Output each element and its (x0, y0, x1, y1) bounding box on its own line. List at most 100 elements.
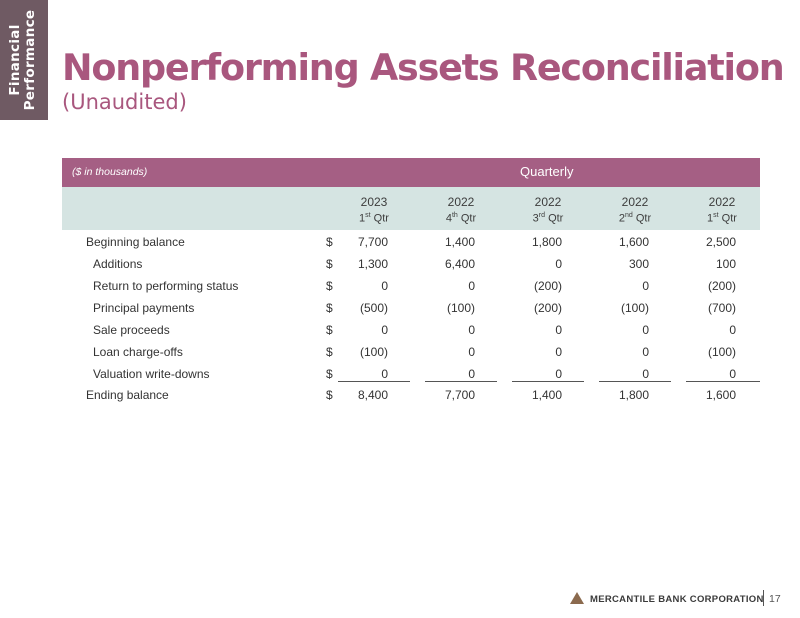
row-label: Ending balance (86, 388, 169, 402)
company-name: MERCANTILE BANK CORPORATION (590, 594, 764, 605)
table-cell: 0 (642, 323, 649, 337)
table-row-principal-payments: Principal payments $ (500) (100) (200) (… (0, 301, 800, 323)
table-cell: (100) (620, 301, 649, 315)
table-cell: 0 (381, 279, 388, 293)
dollar-sign: $ (326, 257, 333, 271)
table-cell: 1,400 (444, 235, 475, 249)
dollar-sign: $ (326, 235, 333, 249)
table-cell: 1,800 (618, 388, 649, 402)
quarter-suffix: Qtr (548, 212, 564, 225)
quarter-ordinal: rd (538, 212, 545, 219)
table-cell: 7,700 (444, 388, 475, 402)
table-cell: (200) (533, 301, 562, 315)
table-header-band: ($ in thousands) Quarterly (62, 158, 760, 187)
table-cell: 0 (642, 279, 649, 293)
table-cell: (100) (446, 301, 475, 315)
row-label: Principal payments (93, 301, 195, 315)
row-label: Beginning balance (86, 235, 185, 249)
column-header: 2022 4th Qtr (423, 195, 499, 226)
quarter-ordinal: nd (624, 212, 633, 219)
quarter-suffix: Qtr (721, 212, 737, 225)
subtotal-rule (599, 381, 671, 382)
table-row-ending-balance: Ending balance $ 8,400 7,700 1,400 1,800… (0, 388, 800, 410)
section-tab-line-2: Performance (22, 9, 38, 111)
quarter-number: 1 (359, 212, 366, 225)
subtotal-rule (512, 381, 584, 382)
section-tab: Financial Performance (0, 0, 48, 120)
table-cell: 0 (555, 367, 562, 381)
table-cell: 1,400 (531, 388, 562, 402)
row-label: Additions (93, 257, 143, 271)
footer-divider (763, 590, 764, 606)
table-cell: 1,600 (705, 388, 736, 402)
column-year: 2022 (534, 195, 562, 209)
table-cell: 0 (381, 367, 388, 381)
table-cell: 7,700 (357, 235, 388, 249)
table-cell: 1,300 (357, 257, 388, 271)
row-label: Return to performing status (93, 279, 239, 293)
row-label: Valuation write-downs (93, 367, 210, 381)
section-tab-label: Financial Performance (0, 0, 48, 120)
quarter-number: 2 (618, 212, 625, 225)
dollar-sign: $ (326, 301, 333, 315)
quarter-number: 1 (707, 212, 714, 225)
quarter-ordinal: th (451, 212, 458, 219)
column-header: 2022 3rd Qtr (510, 195, 586, 226)
column-quarter: 1st Qtr (684, 209, 760, 226)
table-cell: 0 (729, 367, 736, 381)
table-cell: 2,500 (705, 235, 736, 249)
quarter-number: 4 (445, 212, 452, 225)
dollar-sign: $ (326, 388, 333, 402)
row-label: Sale proceeds (93, 323, 170, 337)
page-title: Nonperforming Assets Reconciliation (62, 46, 785, 89)
table-row-sale-proceeds: Sale proceeds $ 0 0 0 0 0 (0, 323, 800, 345)
column-quarter: 4th Qtr (423, 209, 499, 226)
table-cell: (200) (533, 279, 562, 293)
table-row-return-to-performing: Return to performing status $ 0 0 (200) … (0, 279, 800, 301)
quarter-ordinal: st (365, 212, 371, 219)
column-quarter: 2nd Qtr (597, 209, 673, 226)
table-row-valuation-write-downs: Valuation write-downs $ 0 0 0 0 0 (0, 367, 800, 389)
table-cell: (700) (707, 301, 736, 315)
table-cell: 0 (729, 323, 736, 337)
row-label: Loan charge-offs (93, 345, 183, 359)
company-logo-icon (570, 592, 584, 604)
table-cell: (100) (359, 345, 388, 359)
table-cell: 0 (468, 367, 475, 381)
quarterly-label: Quarterly (520, 164, 574, 179)
page-subtitle: (Unaudited) (62, 90, 187, 114)
table-cell: 0 (555, 345, 562, 359)
table-cell: (500) (359, 301, 388, 315)
table-cell: 0 (642, 367, 649, 381)
quarter-suffix: Qtr (460, 212, 477, 225)
column-header: 2023 1st Qtr (336, 195, 412, 226)
table-cell: 6,400 (444, 257, 475, 271)
dollar-sign: $ (326, 345, 333, 359)
units-label: ($ in thousands) (72, 166, 148, 178)
column-year: 2022 (447, 195, 475, 209)
table-cell: (200) (707, 279, 736, 293)
column-year: 2022 (708, 195, 736, 209)
table-cell: 1,600 (618, 235, 649, 249)
quarter-suffix: Qtr (635, 212, 652, 225)
table-cell: 300 (628, 257, 649, 271)
column-year: 2023 (360, 195, 388, 209)
quarter-suffix: Qtr (373, 212, 389, 225)
subtotal-rule (686, 381, 760, 382)
table-cell: 0 (555, 257, 562, 271)
table-cell: 0 (642, 345, 649, 359)
subtotal-rule (338, 381, 410, 382)
page-number: 17 (769, 593, 781, 605)
table-cell: 0 (468, 279, 475, 293)
dollar-sign: $ (326, 279, 333, 293)
column-year: 2022 (621, 195, 649, 209)
section-tab-line-1: Financial (7, 24, 23, 96)
subtotal-rule (425, 381, 497, 382)
table-cell: (100) (707, 345, 736, 359)
table-row-loan-charge-offs: Loan charge-offs $ (100) 0 0 0 (100) (0, 345, 800, 367)
dollar-sign: $ (326, 367, 333, 381)
table-cell: 0 (468, 323, 475, 337)
dollar-sign: $ (326, 323, 333, 337)
table-cell: 8,400 (357, 388, 388, 402)
table-cell: 0 (555, 323, 562, 337)
